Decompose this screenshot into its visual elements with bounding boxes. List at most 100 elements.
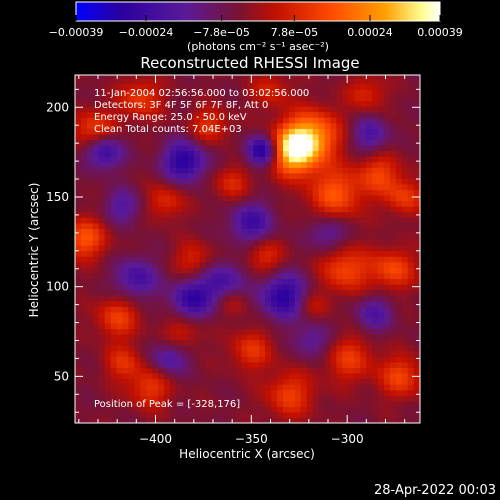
heatmap-cell <box>354 133 361 140</box>
heatmap-cell <box>395 345 403 352</box>
heatmap-cell <box>312 100 320 107</box>
heatmap-cell <box>223 261 231 268</box>
heatmap-cell <box>164 411 171 419</box>
heatmap-cell <box>259 345 266 352</box>
heatmap-cell <box>140 272 147 280</box>
heatmap-cell <box>348 100 355 107</box>
heatmap-cell <box>116 289 124 296</box>
heatmap-cell <box>383 178 391 185</box>
heatmap-cell <box>98 156 106 163</box>
heatmap-cell <box>294 345 302 352</box>
heatmap-cell <box>265 217 272 224</box>
heatmap-cell <box>235 172 242 179</box>
heatmap-cell <box>383 361 391 368</box>
heatmap-cell <box>104 189 112 196</box>
heatmap-cell <box>277 406 284 413</box>
heatmap-cell <box>253 217 260 224</box>
heatmap-cell <box>288 206 296 213</box>
heatmap-cell <box>187 367 195 374</box>
heatmap-cell <box>158 406 165 413</box>
heatmap-cell <box>330 345 338 352</box>
heatmap-cell <box>241 300 248 307</box>
heatmap-cell <box>104 222 112 229</box>
heatmap-cell <box>318 94 326 102</box>
heatmap-cell <box>134 417 141 423</box>
heatmap-cell <box>360 78 367 85</box>
heatmap-cell <box>134 400 141 407</box>
heatmap-cell <box>300 83 308 90</box>
heatmap-cell <box>193 317 201 324</box>
heatmap-cell <box>318 189 326 196</box>
heatmap-cell <box>164 334 171 341</box>
heatmap-cell <box>330 139 338 146</box>
heatmap-cell <box>294 122 302 129</box>
heatmap-cell <box>181 106 189 113</box>
heatmap-cell <box>181 367 189 374</box>
heatmap-cell <box>354 389 361 396</box>
heatmap-cell <box>354 261 361 268</box>
heatmap-cell <box>348 334 355 341</box>
heatmap-cell <box>140 172 147 179</box>
heatmap-cell <box>300 122 308 129</box>
heatmap-cell <box>360 261 367 268</box>
heatmap-cell <box>217 206 225 213</box>
heatmap-cell <box>146 267 153 274</box>
heatmap-cell <box>366 228 373 235</box>
heatmap-cell <box>110 122 118 129</box>
heatmap-cell <box>360 384 367 391</box>
heatmap-cell <box>176 94 183 102</box>
heatmap-cell <box>360 156 367 163</box>
heatmap-cell <box>306 133 314 140</box>
heatmap-cell <box>181 317 189 324</box>
heatmap-cell <box>419 122 420 129</box>
heatmap-cell <box>265 156 272 163</box>
heatmap-cell <box>330 150 338 157</box>
heatmap-cell <box>247 317 254 324</box>
heatmap-cell <box>247 172 254 179</box>
heatmap-cell <box>401 328 409 335</box>
heatmap-cell <box>205 117 213 124</box>
heatmap-cell <box>348 211 355 218</box>
heatmap-cell <box>134 384 141 391</box>
heatmap-cell <box>187 211 195 218</box>
heatmap-cell <box>253 250 260 257</box>
heatmap-cell <box>271 222 278 229</box>
heatmap-cell <box>282 361 290 368</box>
heatmap-cell <box>104 306 112 313</box>
heatmap-cell <box>235 300 242 307</box>
heatmap-cell <box>86 200 94 207</box>
heatmap-cell <box>413 395 420 402</box>
heatmap-cell <box>401 156 409 163</box>
heatmap-cell <box>80 178 88 185</box>
heatmap-cell <box>187 122 195 129</box>
heatmap-cell <box>312 272 320 280</box>
heatmap-cell <box>259 144 266 152</box>
heatmap-cell <box>211 228 219 235</box>
heatmap-cell <box>265 411 272 419</box>
heatmap-cell <box>342 106 349 113</box>
heatmap-cell <box>389 183 397 191</box>
heatmap-cell <box>223 133 231 140</box>
heatmap-cell <box>372 222 379 229</box>
heatmap-cell <box>401 411 409 419</box>
heatmap-cell <box>229 350 237 357</box>
heatmap-cell <box>92 111 100 118</box>
heatmap-cell <box>104 200 112 207</box>
heatmap-cell <box>187 200 195 207</box>
heatmap-cell <box>342 300 349 307</box>
heatmap-cell <box>140 111 147 118</box>
heatmap-cell <box>152 372 159 380</box>
heatmap-cell <box>300 384 308 391</box>
heatmap-cell <box>211 311 219 318</box>
heatmap-cell <box>235 144 242 152</box>
heatmap-cell <box>348 122 355 129</box>
heatmap-cell <box>354 395 361 402</box>
heatmap-cell <box>348 278 355 285</box>
heatmap-cell <box>401 206 409 213</box>
heatmap-cell <box>122 322 130 330</box>
heatmap-cell <box>181 222 189 229</box>
heatmap-cell <box>110 417 118 423</box>
heatmap-cell <box>187 311 195 318</box>
heatmap-cell <box>80 78 88 85</box>
heatmap-cell <box>288 311 296 318</box>
